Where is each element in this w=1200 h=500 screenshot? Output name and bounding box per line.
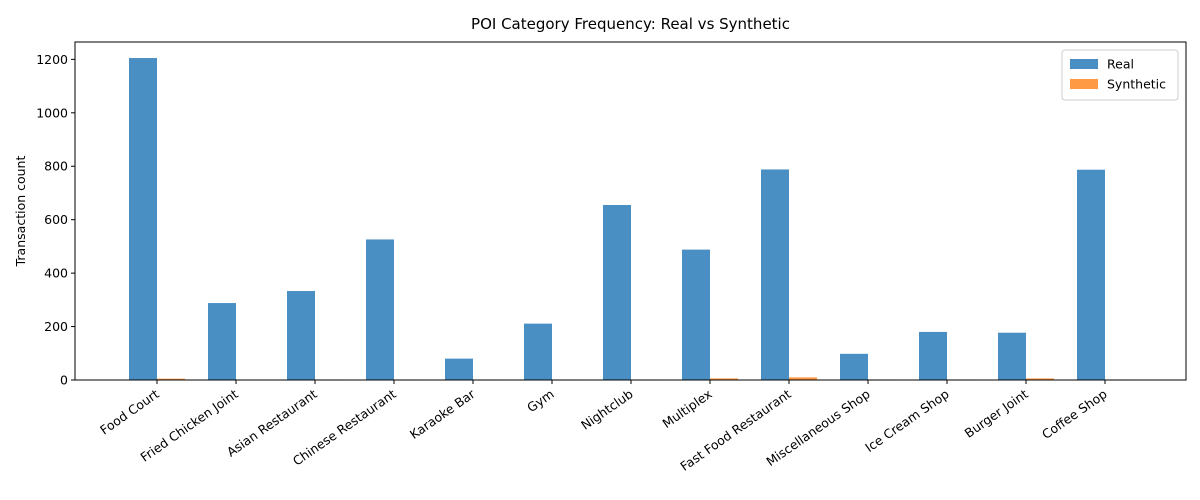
x-tick-label-5: Gym [524,386,557,415]
bar-real-12 [1077,169,1105,380]
bar-real-1 [208,303,236,380]
legend: Real Synthetic [1061,49,1179,101]
x-tick-label-12: Coffee Shop [1039,386,1110,442]
bar-real-10 [919,331,947,380]
bar-real-2 [287,291,315,380]
bar-synthetic-7 [710,378,738,380]
x-tick-label-6: Nightclub [578,386,636,433]
legend-swatch-real [1070,59,1098,69]
y-tick-label-1: 200 [44,319,68,334]
bar-real-3 [366,239,394,380]
x-tick-label-7: Multiplex [660,386,715,431]
legend-swatch-synthetic [1070,79,1098,89]
bar-synthetic-8 [789,377,817,380]
x-tick-label-0: Food Court [97,386,162,438]
y-tick-label-3: 600 [44,212,68,227]
bar-real-9 [840,353,868,380]
bar-real-5 [524,323,552,380]
bar-synthetic-11 [1026,378,1054,380]
plot-frame [74,41,1187,381]
chart-title: POI Category Frequency: Real vs Syntheti… [471,15,790,33]
legend-label-synthetic: Synthetic [1107,77,1166,92]
bar-real-8 [761,169,789,380]
bars-group [129,58,1133,381]
x-tick-label-4: Karaoke Bar [407,386,478,442]
bar-real-7 [682,249,710,380]
x-tick-label-10: Ice Cream Shop [862,386,952,455]
bar-real-6 [603,204,631,380]
bar-real-11 [998,332,1026,380]
y-tick-label-6: 1200 [36,52,68,67]
bar-synthetic-0 [157,378,185,380]
x-tick-label-11: Burger Joint [962,386,1031,441]
y-axis-title: Transaction count [13,156,28,268]
bar-real-4 [445,358,473,380]
y-tick-label-0: 0 [60,373,68,388]
legend-label-real: Real [1107,57,1134,72]
bar-real-0 [129,58,157,381]
y-tick-label-4: 800 [44,159,68,174]
y-tick-label-5: 1000 [36,105,68,120]
y-tick-label-2: 400 [44,266,68,281]
